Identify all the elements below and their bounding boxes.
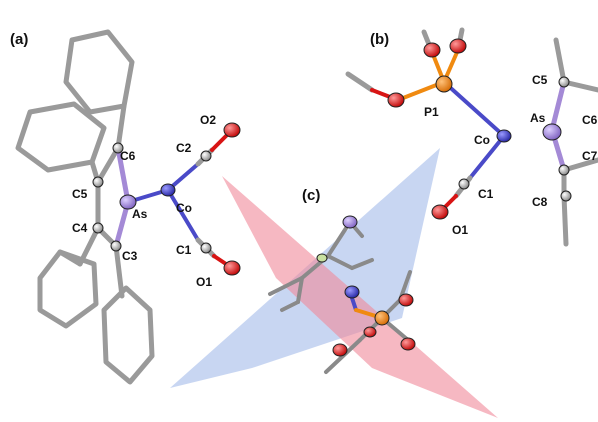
atom-c6 [112, 142, 124, 154]
atom-c1 [200, 242, 212, 254]
label-c7-b: C7 [582, 149, 598, 163]
panel-label-c: (c) [302, 187, 320, 204]
phenyl-ring-upper-left [15, 101, 107, 173]
atom-c3 [110, 240, 122, 252]
phenyl-ring-lower-left [37, 249, 99, 329]
atom-c4 [92, 222, 104, 234]
atoms-b [387, 38, 572, 220]
atom-o2 [223, 122, 241, 138]
label-c6-b: C6 [582, 113, 598, 127]
label-co-b: Co [474, 133, 490, 147]
label-c4: C4 [72, 221, 88, 235]
atom-co [160, 183, 176, 197]
label-o1-b: O1 [452, 223, 468, 237]
atom-as-b [542, 123, 562, 141]
label-c5-b: C5 [532, 73, 548, 87]
panel-label-a: (a) [10, 31, 28, 48]
label-c6: C6 [120, 149, 136, 163]
label-o1: O1 [196, 275, 212, 289]
label-c3: C3 [122, 249, 138, 263]
phenyl-ring-lower-right [101, 285, 155, 385]
atom-o-ester [387, 92, 405, 108]
plane-red [222, 176, 498, 418]
atom-co-b [496, 129, 512, 143]
label-p1: P1 [424, 105, 439, 119]
label-c1-b: C1 [478, 187, 494, 201]
label-o2: O2 [200, 113, 216, 127]
label-co: Co [176, 201, 192, 215]
atom-o1 [223, 260, 241, 276]
label-c1: C1 [176, 243, 192, 257]
atom-p1 [435, 75, 453, 93]
atom-o1-b [431, 204, 449, 220]
atom-c5 [92, 176, 104, 188]
label-c8-b: C8 [532, 195, 548, 209]
panel-label-b: (b) [370, 31, 389, 48]
atom-c1-b [458, 178, 470, 190]
label-c2: C2 [176, 141, 192, 155]
label-c5: C5 [72, 187, 88, 201]
structure-a [15, 29, 234, 385]
label-as: As [132, 207, 148, 221]
atoms-c [316, 215, 416, 357]
atoms-a [92, 122, 241, 276]
label-as-b: As [530, 111, 546, 125]
cyclohexyl-ring [63, 29, 135, 115]
atom-as [119, 194, 137, 210]
atom-c2 [200, 150, 212, 162]
